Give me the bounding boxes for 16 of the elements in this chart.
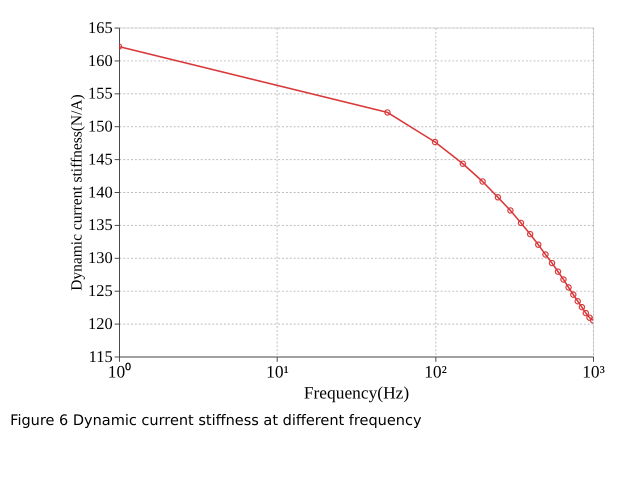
x-axis-title: Frequency(Hz) [304, 382, 410, 403]
y-tick-label: 140 [88, 182, 113, 202]
y-tick-label: 125 [88, 281, 113, 300]
y-tick-label: 120 [88, 314, 113, 333]
y-tick-label: 165 [88, 18, 113, 37]
y-tick-label: 130 [88, 248, 113, 268]
y-tick-label: 145 [88, 149, 113, 168]
y-tick-label: 150 [88, 116, 113, 136]
x-tick-label: 10¹ [266, 361, 289, 382]
caption: Figure 6 Dynamic current stiffness at different frequency [10, 413, 422, 430]
x-tick-label: 10³ [582, 361, 605, 382]
y-tick-label: 160 [88, 50, 113, 70]
y-axis-title: Dynamic current stiffness(N/A) [68, 94, 86, 291]
y-tick-label: 135 [88, 215, 113, 234]
y-tick-label: 155 [88, 84, 113, 103]
x-tick-label: 10² [424, 361, 447, 382]
